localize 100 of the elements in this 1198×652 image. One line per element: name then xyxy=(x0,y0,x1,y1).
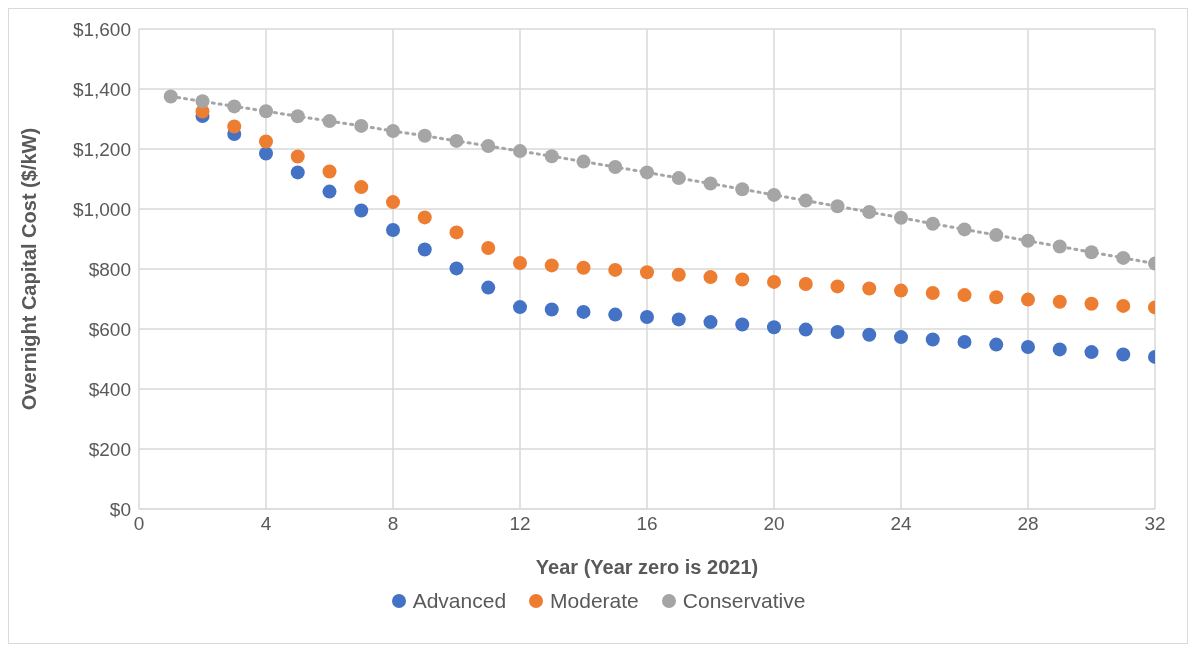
x-tick-label: 28 xyxy=(1017,513,1039,535)
y-tick-label: $600 xyxy=(88,318,131,340)
point xyxy=(290,149,305,164)
point xyxy=(703,176,718,191)
point xyxy=(640,265,654,280)
point xyxy=(354,180,369,195)
y-axis-title: Overnight Capital Cost ($/kW) xyxy=(18,127,41,411)
point xyxy=(1084,245,1099,260)
x-tick-label: 24 xyxy=(890,513,912,535)
point xyxy=(830,199,845,214)
point xyxy=(259,104,273,119)
point xyxy=(449,133,464,148)
point xyxy=(1116,250,1131,265)
point xyxy=(386,195,400,210)
point xyxy=(513,300,527,315)
x-tick-label: 20 xyxy=(763,513,785,535)
y-tick-label: $1,600 xyxy=(72,18,131,40)
point xyxy=(989,228,1004,243)
point xyxy=(513,144,527,159)
x-tick-label: 4 xyxy=(260,513,272,535)
point xyxy=(703,315,718,330)
point xyxy=(925,286,940,300)
point xyxy=(481,139,496,153)
point xyxy=(830,279,845,294)
point xyxy=(608,262,623,277)
point xyxy=(354,118,369,133)
point xyxy=(640,165,654,180)
point xyxy=(544,149,559,164)
point xyxy=(608,160,623,174)
point xyxy=(259,146,273,161)
point xyxy=(576,154,591,169)
y-tick-label: $1,200 xyxy=(72,138,131,160)
point xyxy=(989,337,1004,352)
y-tick-label: $200 xyxy=(88,438,131,460)
point xyxy=(767,320,781,335)
x-tick-label: 0 xyxy=(133,513,145,535)
point xyxy=(894,210,908,225)
point xyxy=(798,193,813,208)
point xyxy=(640,310,654,324)
point xyxy=(767,274,781,289)
point xyxy=(449,261,464,276)
point xyxy=(671,312,686,327)
point xyxy=(735,317,750,332)
legend-label: Conservative xyxy=(682,589,806,613)
point xyxy=(608,307,623,322)
point xyxy=(862,205,877,219)
y-tick-label: $1,400 xyxy=(72,78,131,100)
point xyxy=(576,304,591,319)
x-axis-title: Year (Year zero is 2021) xyxy=(535,556,759,578)
point xyxy=(227,99,242,114)
point xyxy=(576,260,591,275)
point xyxy=(894,330,908,345)
point xyxy=(481,241,496,255)
point xyxy=(925,216,940,231)
point xyxy=(544,302,559,317)
point xyxy=(163,89,178,104)
point xyxy=(862,327,877,342)
point xyxy=(417,210,432,225)
point xyxy=(544,258,559,273)
point xyxy=(386,223,400,237)
point xyxy=(290,109,305,124)
point xyxy=(989,290,1004,305)
point xyxy=(957,222,972,237)
point xyxy=(1052,294,1067,309)
legend-label: Advanced xyxy=(412,589,507,613)
point xyxy=(1021,340,1035,354)
point xyxy=(417,242,432,257)
y-tick-label: $0 xyxy=(109,498,131,520)
point xyxy=(1052,239,1067,254)
point xyxy=(798,322,813,337)
point xyxy=(1084,345,1099,360)
point xyxy=(354,203,369,218)
point xyxy=(798,277,813,291)
point xyxy=(894,283,908,298)
x-tick-label: 8 xyxy=(387,513,399,535)
y-tick-label: $1,000 xyxy=(72,198,131,220)
point xyxy=(322,164,337,179)
point xyxy=(735,182,750,197)
point xyxy=(227,119,242,134)
point xyxy=(1052,342,1067,357)
point xyxy=(925,332,940,347)
point xyxy=(386,124,400,138)
point xyxy=(1021,233,1035,248)
point xyxy=(957,288,972,303)
point xyxy=(513,256,527,270)
point xyxy=(862,281,877,296)
legend-label: Moderate xyxy=(550,589,639,613)
point xyxy=(449,225,464,240)
point xyxy=(195,94,210,109)
point xyxy=(703,270,718,285)
point xyxy=(322,114,337,129)
point xyxy=(259,134,273,149)
point xyxy=(290,165,305,180)
point xyxy=(322,184,337,199)
x-tick-label: 12 xyxy=(509,513,531,535)
point xyxy=(735,272,750,287)
point xyxy=(671,267,686,282)
point xyxy=(1021,292,1035,307)
y-tick-label: $400 xyxy=(88,378,131,400)
point xyxy=(830,325,845,339)
